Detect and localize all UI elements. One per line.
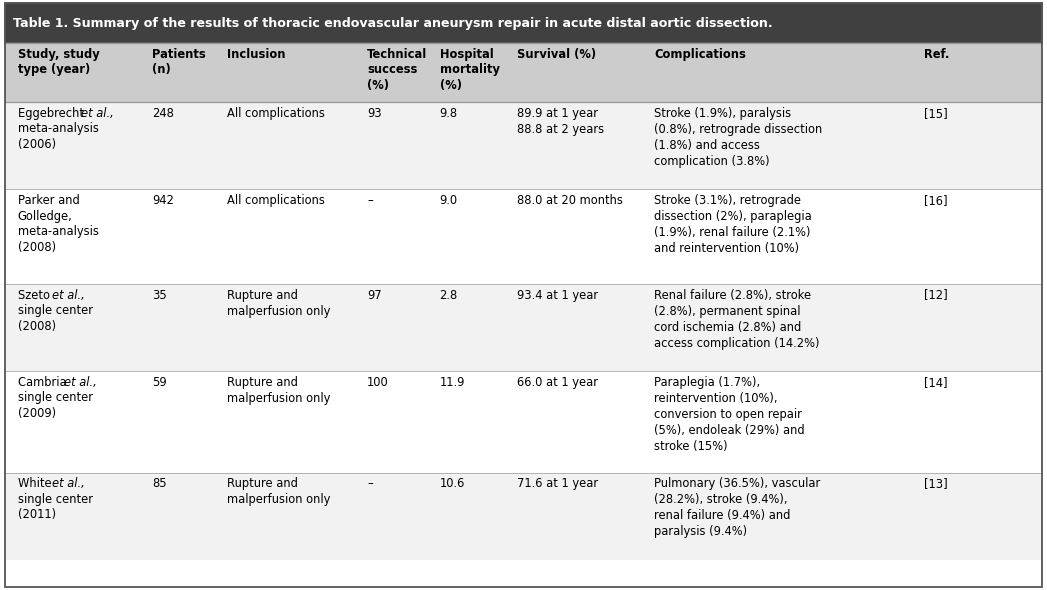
Text: 89.9 at 1 year
88.8 at 2 years: 89.9 at 1 year 88.8 at 2 years [517,107,604,136]
Bar [5,189,1042,284]
Text: (2009): (2009) [18,407,55,420]
Text: 100: 100 [367,376,388,389]
Text: Rupture and
malperfusion only: Rupture and malperfusion only [227,289,331,317]
Bar [5,3,1042,43]
Text: 85: 85 [153,477,168,490]
Text: Hospital
mortality
(%): Hospital mortality (%) [440,48,499,92]
Text: Paraplegia (1.7%),
reintervention (10%),
conversion to open repair
(5%), endolea: Paraplegia (1.7%), reintervention (10%),… [654,376,805,453]
Text: All complications: All complications [227,194,325,207]
Text: Complications: Complications [654,48,747,61]
Bar [5,473,1042,560]
Text: Study, study
type (year): Study, study type (year) [18,48,99,76]
Text: Golledge,: Golledge, [18,209,72,222]
Text: Parker and: Parker and [18,194,80,207]
Text: 9.0: 9.0 [440,194,458,207]
Text: (2011): (2011) [18,509,55,522]
Text: All complications: All complications [227,107,325,120]
Bar [5,43,1042,102]
Text: meta-analysis: meta-analysis [18,122,98,135]
Text: Survival (%): Survival (%) [517,48,597,61]
Text: (2008): (2008) [18,320,55,333]
Text: 2.8: 2.8 [440,289,458,301]
Text: 9.8: 9.8 [440,107,458,120]
Text: Technical
success
(%): Technical success (%) [367,48,427,92]
Text: 71.6 at 1 year: 71.6 at 1 year [517,477,599,490]
Text: single center: single center [18,493,93,506]
Text: et al.,: et al., [64,376,96,389]
Text: Pulmonary (36.5%), vascular
(28.2%), stroke (9.4%),
renal failure (9.4%) and
par: Pulmonary (36.5%), vascular (28.2%), str… [654,477,821,538]
Text: Stroke (1.9%), paralysis
(0.8%), retrograde dissection
(1.8%) and access
complic: Stroke (1.9%), paralysis (0.8%), retrogr… [654,107,822,168]
Bar [5,102,1042,189]
Text: [12]: [12] [923,289,948,301]
Text: single center: single center [18,304,93,317]
Text: 97: 97 [367,289,382,301]
Text: Renal failure (2.8%), stroke
(2.8%), permanent spinal
cord ischemia (2.8%) and
a: Renal failure (2.8%), stroke (2.8%), per… [654,289,820,349]
Text: 10.6: 10.6 [440,477,465,490]
Text: 59: 59 [153,376,168,389]
Text: 93.4 at 1 year: 93.4 at 1 year [517,289,599,301]
Bar [5,284,1042,371]
Text: Eggebrecht: Eggebrecht [18,107,87,120]
Bar [5,371,1042,473]
Text: Ref.: Ref. [923,48,949,61]
Text: (2006): (2006) [18,138,55,151]
Text: 66.0 at 1 year: 66.0 at 1 year [517,376,598,389]
Text: et al.,: et al., [52,289,85,301]
Text: 942: 942 [153,194,175,207]
Text: Table 1. Summary of the results of thoracic endovascular aneurysm repair in acut: Table 1. Summary of the results of thora… [13,17,773,30]
Text: et al.,: et al., [81,107,114,120]
Text: [14]: [14] [923,376,948,389]
Text: Patients
(n): Patients (n) [153,48,206,76]
Text: Cambria: Cambria [18,376,70,389]
Text: Rupture and
malperfusion only: Rupture and malperfusion only [227,376,331,405]
Text: Inclusion: Inclusion [227,48,286,61]
Text: White: White [18,477,54,490]
Text: 35: 35 [153,289,168,301]
Text: 11.9: 11.9 [440,376,465,389]
Text: –: – [367,194,373,207]
Text: [15]: [15] [923,107,948,120]
Text: 248: 248 [153,107,175,120]
Text: 88.0 at 20 months: 88.0 at 20 months [517,194,623,207]
Text: Szeto: Szeto [18,289,53,301]
Text: (2008): (2008) [18,241,55,254]
Text: single center: single center [18,391,93,404]
Text: meta-analysis: meta-analysis [18,225,98,238]
Text: et al.,: et al., [52,477,85,490]
Text: –: – [367,477,373,490]
Text: 93: 93 [367,107,382,120]
Text: Stroke (3.1%), retrograde
dissection (2%), paraplegia
(1.9%), renal failure (2.1: Stroke (3.1%), retrograde dissection (2%… [654,194,811,255]
Text: [13]: [13] [923,477,948,490]
Text: Rupture and
malperfusion only: Rupture and malperfusion only [227,477,331,506]
Text: [16]: [16] [923,194,948,207]
